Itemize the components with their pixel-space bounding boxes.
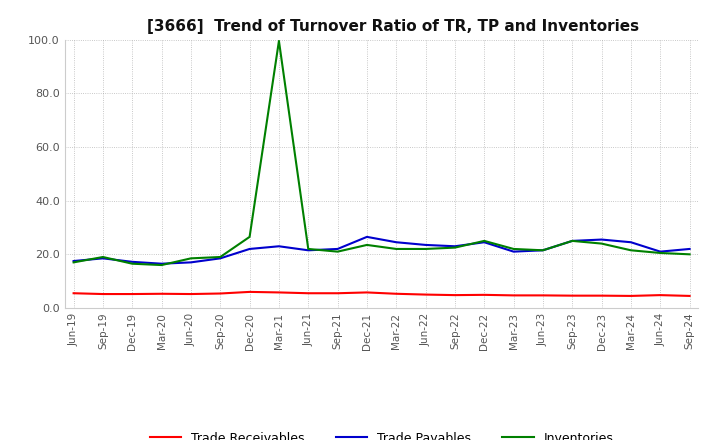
Trade Payables bbox=[480, 240, 489, 245]
Trade Payables bbox=[626, 240, 635, 245]
Inventories bbox=[128, 261, 137, 266]
Inventories bbox=[568, 238, 577, 244]
Trade Payables bbox=[333, 246, 342, 252]
Inventories bbox=[186, 256, 195, 261]
Trade Payables bbox=[509, 249, 518, 254]
Trade Payables bbox=[598, 237, 606, 242]
Trade Payables bbox=[392, 240, 400, 245]
Trade Payables bbox=[421, 242, 430, 248]
Trade Payables bbox=[656, 249, 665, 254]
Trade Payables bbox=[363, 234, 372, 239]
Inventories bbox=[333, 249, 342, 254]
Trade Payables bbox=[568, 238, 577, 244]
Trade Payables bbox=[304, 248, 312, 253]
Trade Payables bbox=[451, 244, 459, 249]
Inventories bbox=[304, 246, 312, 252]
Trade Receivables bbox=[128, 291, 137, 297]
Inventories bbox=[99, 254, 107, 260]
Trade Payables bbox=[274, 244, 283, 249]
Trade Receivables bbox=[392, 291, 400, 297]
Inventories bbox=[246, 234, 254, 239]
Inventories bbox=[157, 262, 166, 268]
Trade Payables bbox=[99, 256, 107, 261]
Trade Payables bbox=[216, 256, 225, 261]
Trade Receivables bbox=[451, 293, 459, 298]
Trade Receivables bbox=[69, 290, 78, 296]
Trade Receivables bbox=[157, 291, 166, 297]
Inventories bbox=[480, 238, 489, 244]
Trade Payables bbox=[539, 248, 547, 253]
Trade Receivables bbox=[216, 291, 225, 296]
Legend: Trade Receivables, Trade Payables, Inventories: Trade Receivables, Trade Payables, Inven… bbox=[145, 427, 618, 440]
Inventories bbox=[509, 246, 518, 252]
Trade Receivables bbox=[246, 289, 254, 294]
Text: [3666]  Trend of Turnover Ratio of TR, TP and Inventories: [3666] Trend of Turnover Ratio of TR, TP… bbox=[147, 19, 639, 34]
Trade Receivables bbox=[509, 293, 518, 298]
Trade Receivables bbox=[421, 292, 430, 297]
Inventories bbox=[392, 246, 400, 252]
Trade Receivables bbox=[685, 293, 694, 299]
Trade Payables bbox=[246, 246, 254, 252]
Inventories bbox=[451, 245, 459, 250]
Inventories bbox=[216, 254, 225, 260]
Trade Payables bbox=[685, 246, 694, 252]
Inventories bbox=[598, 241, 606, 246]
Inventories bbox=[421, 246, 430, 252]
Trade Receivables bbox=[333, 290, 342, 296]
Inventories bbox=[274, 38, 283, 44]
Line: Trade Receivables: Trade Receivables bbox=[73, 292, 690, 296]
Trade Payables bbox=[128, 259, 137, 264]
Inventories bbox=[685, 252, 694, 257]
Line: Trade Payables: Trade Payables bbox=[73, 237, 690, 264]
Inventories bbox=[69, 260, 78, 265]
Trade Receivables bbox=[186, 291, 195, 297]
Trade Receivables bbox=[568, 293, 577, 298]
Trade Receivables bbox=[598, 293, 606, 298]
Inventories bbox=[363, 242, 372, 248]
Inventories bbox=[539, 248, 547, 253]
Line: Inventories: Inventories bbox=[73, 41, 690, 265]
Inventories bbox=[656, 250, 665, 256]
Trade Payables bbox=[69, 258, 78, 264]
Trade Receivables bbox=[480, 292, 489, 297]
Trade Receivables bbox=[363, 290, 372, 295]
Inventories bbox=[626, 248, 635, 253]
Trade Receivables bbox=[304, 290, 312, 296]
Trade Payables bbox=[186, 260, 195, 265]
Trade Receivables bbox=[274, 290, 283, 295]
Trade Payables bbox=[157, 261, 166, 266]
Trade Receivables bbox=[656, 293, 665, 298]
Trade Receivables bbox=[539, 293, 547, 298]
Trade Receivables bbox=[626, 293, 635, 299]
Trade Receivables bbox=[99, 291, 107, 297]
